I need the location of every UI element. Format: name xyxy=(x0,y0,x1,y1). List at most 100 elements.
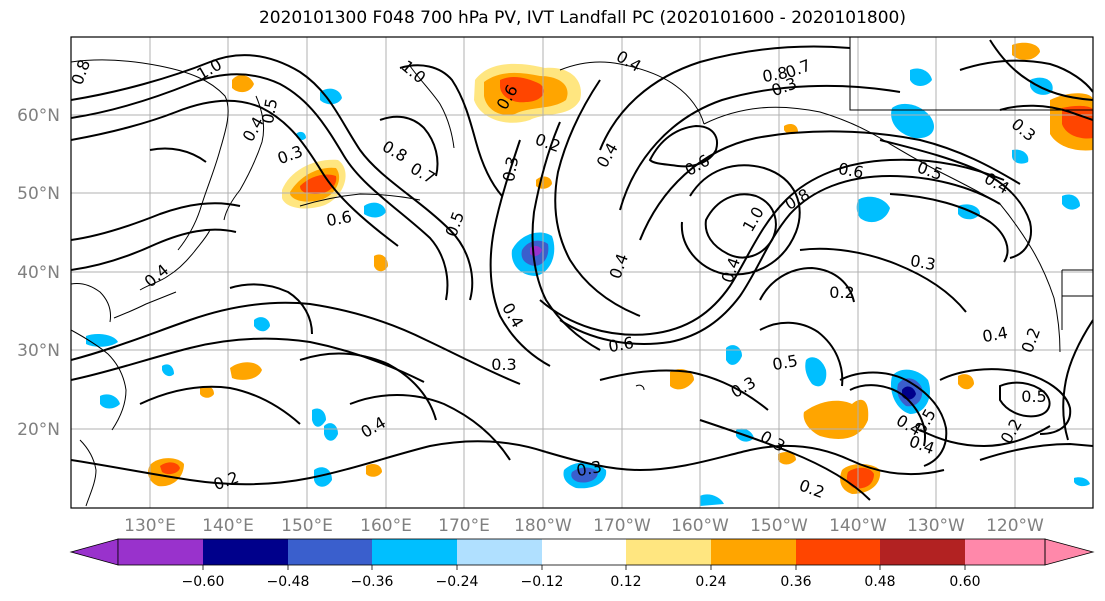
coastline-bering xyxy=(559,61,705,125)
colorbar-tick-label: 0.12 xyxy=(610,574,641,590)
contour-line xyxy=(71,99,399,247)
colorbar-extend-high xyxy=(1044,538,1095,566)
coastline-japan-south xyxy=(113,291,177,319)
contour-line xyxy=(489,139,551,367)
contour-line xyxy=(554,79,641,317)
contour-line xyxy=(379,115,439,177)
contour-line xyxy=(149,147,207,163)
negative-anomaly-patch xyxy=(805,357,827,387)
colorbar-segment xyxy=(965,539,1045,565)
contour-label: 0.3 xyxy=(575,457,603,480)
contour-line xyxy=(989,39,1093,101)
contour-line xyxy=(559,174,1001,345)
contour-label: 0.3 xyxy=(909,251,937,274)
lon-label: 150°E xyxy=(281,516,333,536)
colorbar-tick-label: −0.24 xyxy=(436,574,479,590)
contour-line xyxy=(648,124,718,168)
contour-line xyxy=(639,130,1021,241)
colorbar-segment xyxy=(880,539,965,565)
positive-anomaly-patch xyxy=(778,452,796,465)
positive-anomaly-patch xyxy=(846,467,874,489)
lon-label: 170°E xyxy=(438,516,490,536)
contour-line xyxy=(839,371,948,467)
contour-line xyxy=(71,54,474,301)
contour-line xyxy=(599,369,769,411)
contour-label: 0.3 xyxy=(499,155,522,183)
lon-label: 130°W xyxy=(907,516,965,536)
contour-label: 0.6 xyxy=(837,159,865,182)
negative-anomaly-patch xyxy=(320,88,342,105)
colorbar-segment xyxy=(626,539,711,565)
lat-label: 30°N xyxy=(17,341,60,361)
colorbar-segment xyxy=(372,539,457,565)
positive-anomaly-patch xyxy=(1062,105,1093,139)
contour-line xyxy=(680,164,801,276)
colorbar-outline xyxy=(117,538,1046,566)
contour-line xyxy=(759,321,844,387)
negative-anomaly-patch xyxy=(314,467,332,487)
contour-line xyxy=(531,121,601,351)
contour-line xyxy=(539,158,1005,336)
lon-label: 160°W xyxy=(671,516,729,536)
lon-label: 160°E xyxy=(360,516,412,536)
negative-anomaly-patch xyxy=(1074,477,1090,487)
contour-line xyxy=(71,202,241,241)
negative-anomaly-patch xyxy=(364,202,386,218)
coastline-aleutians xyxy=(299,193,421,207)
lon-label: 120°W xyxy=(986,516,1044,536)
positive-anomaly-patch xyxy=(232,75,254,93)
colorbar-segment xyxy=(288,539,372,565)
positive-anomaly-patch xyxy=(374,254,388,272)
figure-title: 2020101300 F048 700 hPa PV, IVT Landfall… xyxy=(258,8,906,28)
colorbar-extend-low xyxy=(69,538,119,566)
coastlines xyxy=(71,37,1093,507)
contour-line xyxy=(699,419,871,501)
contour-line xyxy=(849,384,926,447)
positive-anomaly-patch xyxy=(160,462,180,475)
contour-line xyxy=(71,73,449,301)
positive-anomaly-patch xyxy=(784,124,798,135)
contour-line xyxy=(71,301,521,385)
contour-line xyxy=(71,228,237,271)
longitude-labels: 130°E 140°E 150°E 160°E 170°E 180°W 170°… xyxy=(124,516,1044,536)
contour-line xyxy=(799,247,967,313)
coastline-japan xyxy=(139,229,211,291)
positive-anomaly-patch xyxy=(1012,42,1040,60)
contour-line xyxy=(879,139,1032,259)
lon-label: 170°W xyxy=(593,516,651,536)
negative-anomaly-patch xyxy=(910,68,932,86)
negative-anomaly-patch xyxy=(856,196,890,223)
latitude-labels: 60°N 50°N 40°N 30°N 20°N xyxy=(17,106,60,440)
colorbar: −0.60 −0.48 −0.36 −0.24 −0.12 0.12 0.24 … xyxy=(69,538,1095,590)
negative-anomaly-patch xyxy=(571,467,598,483)
contour-label: 0.5 xyxy=(1021,387,1046,406)
contour-line xyxy=(399,64,503,197)
colorbar-tick-label: 0.36 xyxy=(780,574,811,590)
contour-line xyxy=(1062,319,1093,441)
lat-label: 40°N xyxy=(17,263,60,283)
state-boundary xyxy=(1061,269,1093,330)
contour-line xyxy=(999,381,1051,418)
colorbar-tick-label: −0.12 xyxy=(521,574,564,590)
colorbar-tick-label: 0.48 xyxy=(864,574,895,590)
negative-anomaly-patch xyxy=(162,364,174,377)
colorbar-tick-label: 0.24 xyxy=(695,574,726,590)
contour-line xyxy=(959,59,1093,93)
lon-label: 140°E xyxy=(202,516,254,536)
graticule xyxy=(71,37,1093,508)
coastline-na-west xyxy=(999,203,1061,353)
contour-label: 0.8 xyxy=(761,63,789,86)
positive-anomaly-patch xyxy=(958,374,974,390)
colorbar-segment xyxy=(118,539,203,565)
contour-line xyxy=(545,444,945,476)
positive-anomaly-patch xyxy=(670,369,694,390)
positive-anomaly-patch xyxy=(230,362,262,380)
negative-anomaly-patch xyxy=(312,408,326,427)
contour-line xyxy=(139,385,301,425)
coastline-gulf-alaska xyxy=(703,106,1001,205)
contour-line xyxy=(299,352,437,421)
contour-label: 0.2 xyxy=(829,283,854,302)
coastline-taiwan-philippines xyxy=(79,439,97,507)
lat-label: 60°N xyxy=(17,106,60,126)
colorbar-tick-label: 0.60 xyxy=(949,574,980,590)
